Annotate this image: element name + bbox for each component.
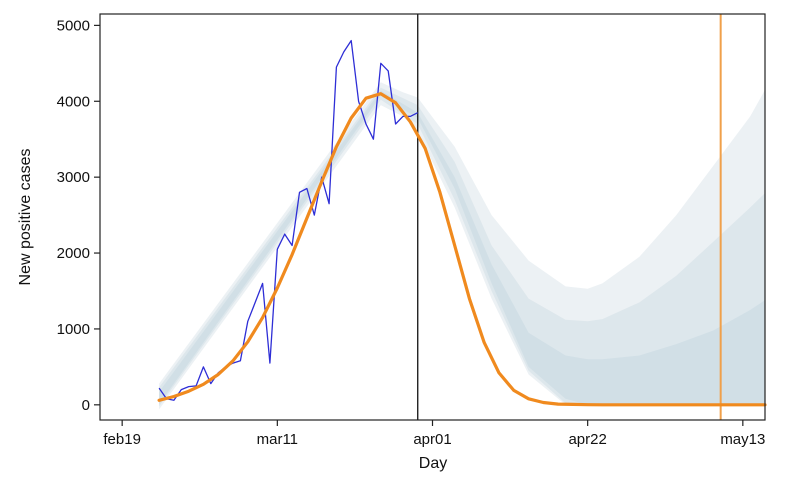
y-tick-label: 3000 xyxy=(57,169,90,186)
y-tick-label: 5000 xyxy=(57,17,90,34)
y-tick-label: 1000 xyxy=(57,321,90,338)
y-tick-label: 2000 xyxy=(57,245,90,262)
fitted-series-line xyxy=(157,92,767,407)
x-tick-label: feb19 xyxy=(103,431,141,448)
series-lines xyxy=(157,39,767,407)
reference-lines xyxy=(417,14,722,420)
y-tick-label: 4000 xyxy=(57,93,90,110)
y-axis-title: New positive cases xyxy=(17,149,34,286)
x-axis-title: Day xyxy=(419,455,447,472)
confidence-bands xyxy=(159,82,766,410)
axes: 0 1000 2000 3000 4000 5000 feb19 mar11 apr01 apr2… xyxy=(57,13,766,448)
band-middle-interval xyxy=(159,87,766,407)
x-tick-label: apr01 xyxy=(413,431,451,448)
y-tick-label: 0 xyxy=(82,397,90,414)
band-inner-interval xyxy=(159,90,766,405)
band-outer-interval xyxy=(159,82,766,410)
x-tick-label: mar11 xyxy=(257,431,298,448)
x-tick-label: apr22 xyxy=(568,431,606,448)
observed-series-line xyxy=(158,39,418,401)
x-tick-label: may13 xyxy=(720,431,765,448)
